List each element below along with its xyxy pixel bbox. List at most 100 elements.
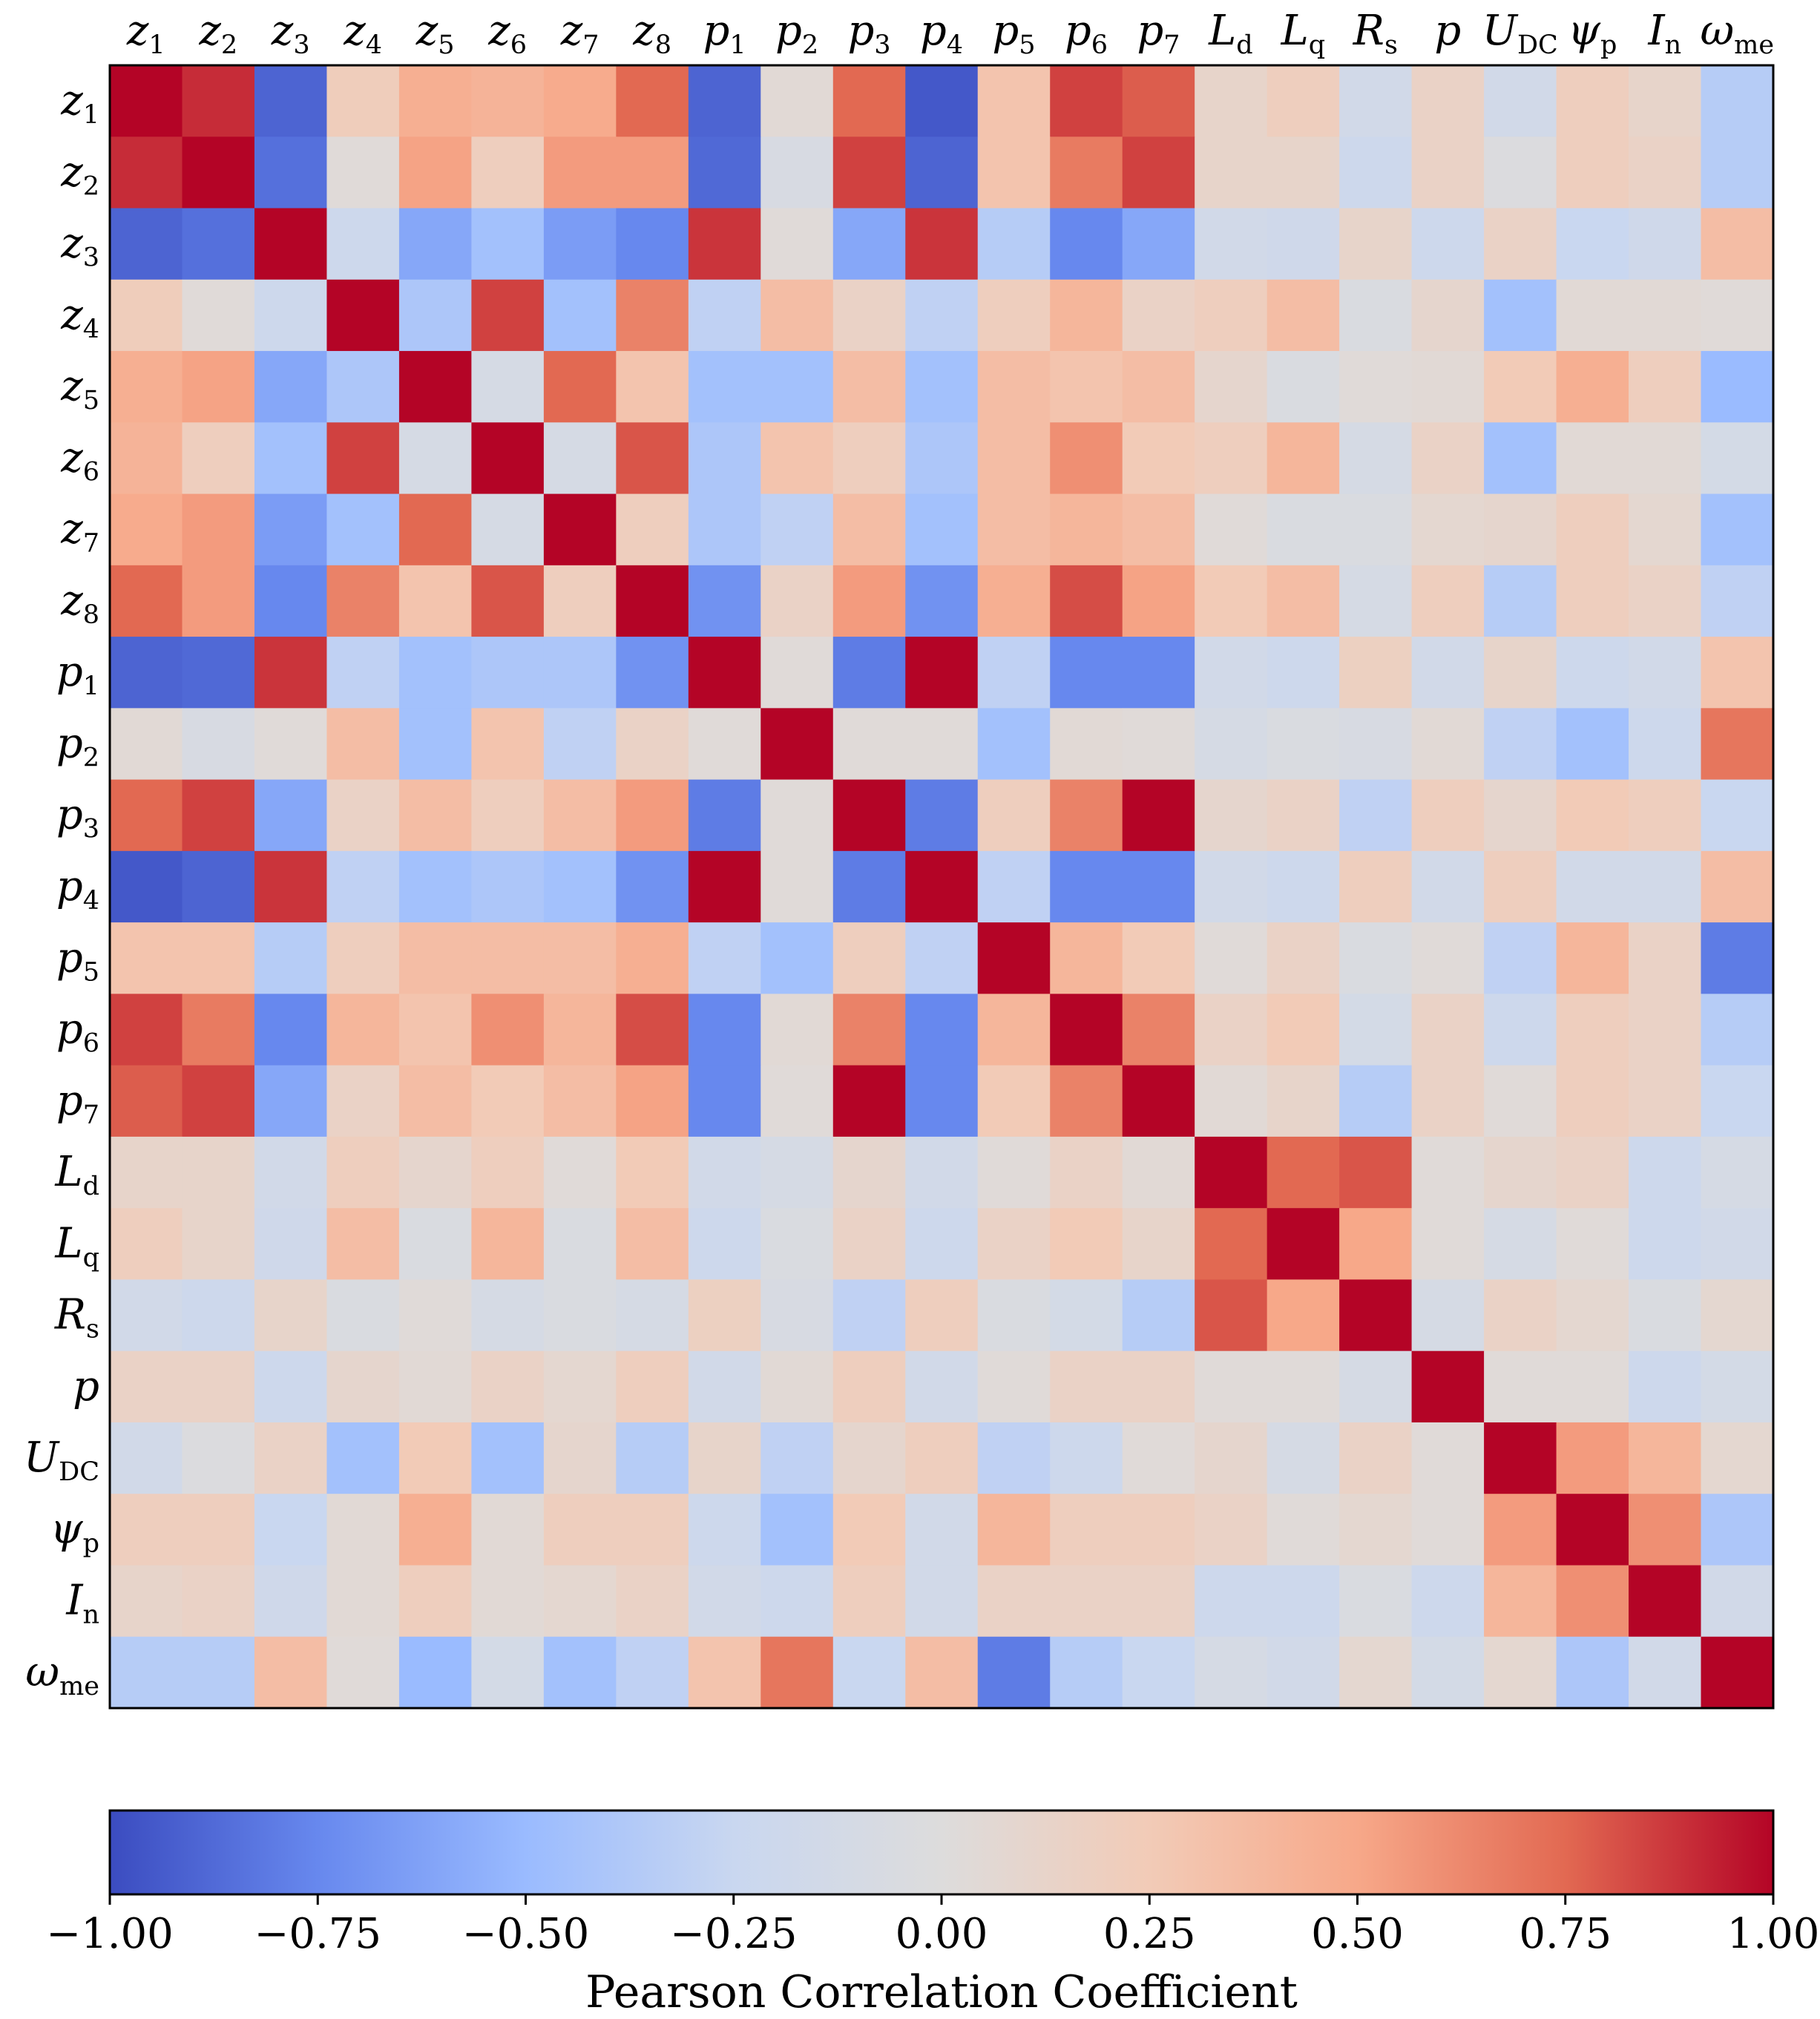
heatmap-cell xyxy=(110,1279,183,1352)
heatmap-cell xyxy=(905,208,979,280)
heatmap-cell xyxy=(543,994,617,1066)
heatmap-cell xyxy=(905,1279,979,1352)
heatmap-cell xyxy=(977,637,1051,709)
heatmap-cell xyxy=(1122,279,1195,352)
heatmap-cell xyxy=(1050,994,1123,1066)
heatmap-cell xyxy=(1050,565,1123,637)
heatmap-cell xyxy=(471,565,545,637)
heatmap-cell xyxy=(182,351,255,423)
tick-label: p2 xyxy=(56,719,99,772)
heatmap-cell xyxy=(1556,779,1629,852)
heatmap-cell xyxy=(760,565,834,637)
heatmap-cell xyxy=(182,850,255,923)
heatmap-cell xyxy=(1701,994,1774,1066)
heatmap-cell xyxy=(1701,1279,1774,1352)
heatmap-cell xyxy=(110,1565,183,1638)
heatmap-cell xyxy=(1629,637,1702,709)
heatmap-cell xyxy=(688,1065,761,1137)
heatmap-cell xyxy=(688,493,761,566)
heatmap-cell xyxy=(1122,565,1195,637)
heatmap-cell xyxy=(905,779,979,852)
heatmap-cell xyxy=(254,1065,328,1137)
heatmap-cell xyxy=(1122,994,1195,1066)
heatmap-cell xyxy=(110,65,183,137)
heatmap-cell xyxy=(616,1494,689,1566)
heatmap-cell xyxy=(832,137,906,209)
heatmap-cell xyxy=(1122,708,1195,781)
heatmap-cell xyxy=(471,1065,545,1137)
heatmap-cell xyxy=(832,1494,906,1566)
heatmap-cell xyxy=(182,1350,255,1423)
heatmap-cell xyxy=(1195,208,1268,280)
heatmap-cell xyxy=(760,1494,834,1566)
heatmap-cell xyxy=(905,1565,979,1638)
heatmap-cell xyxy=(1411,922,1485,994)
heatmap-cell xyxy=(1484,850,1557,923)
heatmap-cell xyxy=(543,208,617,280)
heatmap-cell xyxy=(1195,850,1268,923)
heatmap-cell xyxy=(1267,208,1340,280)
heatmap-cell xyxy=(398,637,472,709)
heatmap-cell xyxy=(110,1208,183,1281)
heatmap-cell xyxy=(832,1208,906,1281)
heatmap-cell xyxy=(1556,994,1629,1066)
heatmap-cell xyxy=(1629,1565,1702,1638)
heatmap-cell xyxy=(688,1494,761,1566)
heatmap-cell xyxy=(1556,1279,1629,1352)
heatmap-cell xyxy=(398,708,472,781)
heatmap-cell xyxy=(760,1065,834,1137)
heatmap-cell xyxy=(977,208,1051,280)
heatmap-cell xyxy=(110,493,183,566)
heatmap-cell xyxy=(1267,994,1340,1066)
heatmap-cell xyxy=(182,1208,255,1281)
heatmap-cell xyxy=(905,922,979,994)
heatmap-cell xyxy=(1629,351,1702,423)
heatmap-cell xyxy=(1122,208,1195,280)
heatmap-cell xyxy=(616,208,689,280)
heatmap-cell xyxy=(110,637,183,709)
heatmap-cell xyxy=(182,565,255,637)
heatmap-cell xyxy=(543,422,617,495)
heatmap-cell xyxy=(688,137,761,209)
tick-label: z4 xyxy=(343,7,382,60)
heatmap-cell xyxy=(543,922,617,994)
heatmap-cell xyxy=(1701,779,1774,852)
heatmap-cell xyxy=(832,422,906,495)
heatmap-cell xyxy=(110,708,183,781)
tick-label: p2 xyxy=(775,7,818,60)
heatmap-cell xyxy=(182,922,255,994)
heatmap-cell xyxy=(1267,65,1340,137)
tick-label: z5 xyxy=(415,7,455,60)
heatmap-cell xyxy=(832,922,906,994)
heatmap-cell xyxy=(1122,1208,1195,1281)
heatmap-cell xyxy=(760,1636,834,1709)
heatmap-cell xyxy=(616,279,689,352)
heatmap-cell xyxy=(1484,708,1557,781)
heatmap-cell xyxy=(1701,422,1774,495)
heatmap-cell xyxy=(905,65,979,137)
heatmap-cell xyxy=(471,779,545,852)
heatmap-cell xyxy=(616,708,689,781)
heatmap-cell xyxy=(1701,1350,1774,1423)
heatmap-cell xyxy=(1195,1279,1268,1352)
heatmap-cell xyxy=(471,279,545,352)
heatmap-cell xyxy=(110,1065,183,1137)
heatmap-cell xyxy=(326,994,400,1066)
heatmap-cell xyxy=(688,65,761,137)
heatmap-cell xyxy=(760,422,834,495)
heatmap-cell xyxy=(326,708,400,781)
heatmap-cell xyxy=(398,1208,472,1281)
heatmap-cell xyxy=(1122,850,1195,923)
heatmap-cell xyxy=(616,779,689,852)
heatmap-cell xyxy=(543,1065,617,1137)
heatmap-cell xyxy=(1195,279,1268,352)
heatmap-cell xyxy=(1629,1636,1702,1709)
heatmap-cell xyxy=(543,1350,617,1423)
heatmap-cell xyxy=(471,1565,545,1638)
heatmap-cell xyxy=(1629,779,1702,852)
heatmap-cell xyxy=(1122,1136,1195,1209)
heatmap-cell xyxy=(1484,65,1557,137)
heatmap-cell xyxy=(1556,208,1629,280)
heatmap-cell xyxy=(905,1636,979,1709)
heatmap-cell xyxy=(1122,493,1195,566)
